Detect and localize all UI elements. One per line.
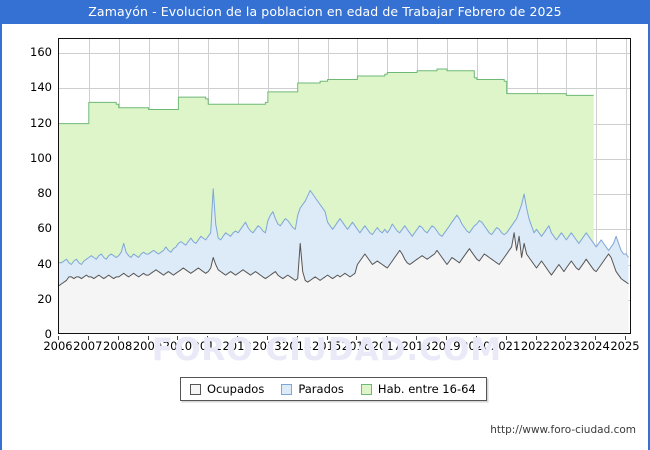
legend-swatch-ocupados <box>190 383 201 395</box>
y-tick-label-20: 20 <box>37 291 52 306</box>
legend-label-habitantes: Hab. entre 16-64 <box>377 382 476 396</box>
x-tick-label-2011: 2011 <box>192 339 222 353</box>
x-tick-2024 <box>595 336 597 340</box>
x-tick-label-2020: 2020 <box>461 339 491 353</box>
x-tick-label-2010: 2010 <box>162 339 193 353</box>
x-tick-2021 <box>505 336 507 340</box>
y-tick-label-40: 40 <box>37 256 52 271</box>
x-tick-2006 <box>58 336 59 340</box>
x-tick-label-2012: 2012 <box>222 339 252 353</box>
x-tick-2012 <box>237 336 239 340</box>
x-tick-label-2016: 2016 <box>341 339 372 353</box>
series-line-parados <box>59 188 629 265</box>
legend-item-parados[interactable]: Parados <box>281 382 344 396</box>
x-tick-label-2022: 2022 <box>520 339 551 353</box>
x-tick-label-2007: 2007 <box>73 339 103 353</box>
y-tick-label-140: 140 <box>30 80 52 95</box>
y-tick-label-100: 100 <box>30 150 52 165</box>
x-tick-2020 <box>475 336 477 340</box>
window-title: Zamayón - Evolucion de la poblacion en e… <box>0 0 650 24</box>
x-tick-label-2025: 2025 <box>610 339 640 353</box>
x-tick-2018 <box>416 336 418 340</box>
plot-area <box>58 38 631 334</box>
x-tick-2013 <box>266 336 268 340</box>
legend-label-ocupados: Ocupados <box>207 382 265 396</box>
x-tick-2017 <box>386 336 388 340</box>
x-tick-label-2013: 2013 <box>252 339 282 353</box>
x-tick-label-2023: 2023 <box>550 339 580 353</box>
x-tick-2011 <box>207 336 209 340</box>
x-tick-2007 <box>87 336 89 340</box>
series-area-ocupados <box>59 232 629 333</box>
series-layer <box>59 39 630 333</box>
x-tick-label-2008: 2008 <box>103 339 133 353</box>
x-tick-2025 <box>625 336 626 340</box>
y-tick-label-120: 120 <box>30 115 52 130</box>
x-tick-label-2009: 2009 <box>132 339 163 353</box>
x-tick-2015 <box>326 336 328 340</box>
x-tick-2023 <box>565 336 567 340</box>
site-url[interactable]: http://www.foro-ciudad.com <box>490 424 636 436</box>
y-tick-label-80: 80 <box>37 186 52 200</box>
x-tick-2009 <box>147 336 149 340</box>
x-tick-2019 <box>446 336 447 340</box>
x-tick-2014 <box>296 336 298 340</box>
x-tick-label-2024: 2024 <box>580 339 610 353</box>
chart-legend: Ocupados Parados Hab. entre 16-64 <box>180 377 487 401</box>
x-tick-label-2006: 2006 <box>43 339 73 353</box>
legend-label-parados: Parados <box>298 382 344 396</box>
x-tick-label-2017: 2017 <box>371 339 401 353</box>
x-tick-label-2014: 2014 <box>282 339 312 353</box>
y-tick-label-0: 0 <box>44 327 52 341</box>
x-tick-2022 <box>535 336 537 340</box>
legend-item-habitantes[interactable]: Hab. entre 16-64 <box>360 382 476 396</box>
legend-swatch-parados <box>281 383 293 395</box>
series-line-ocupados <box>59 232 629 287</box>
y-tick-label-160: 160 <box>30 45 52 60</box>
y-tick-label-60: 60 <box>37 221 52 236</box>
gridline-x-2025 <box>626 39 627 333</box>
x-tick-2016 <box>356 336 358 340</box>
legend-swatch-habitantes <box>360 383 372 395</box>
x-tick-label-2021: 2021 <box>491 339 521 353</box>
gridline-y-160 <box>59 53 630 55</box>
x-tick-label-2018: 2018 <box>401 339 431 353</box>
x-tick-label-2019: 2019 <box>431 339 461 353</box>
x-tick-label-2015: 2015 <box>311 339 342 353</box>
x-axis: 2006 2007 2008 2009 2010 2011 2012 2013 2014 2015… <box>43 336 640 358</box>
gridline-x-2024 <box>596 39 598 333</box>
y-axis: 0 20 40 60 80 100 120 140 160 <box>2 38 52 339</box>
series-line-hab-entre-16-64 <box>59 68 594 125</box>
legend-item-ocupados[interactable]: Ocupados <box>190 382 264 396</box>
x-tick-2010 <box>177 336 179 340</box>
x-tick-2008 <box>117 336 119 340</box>
